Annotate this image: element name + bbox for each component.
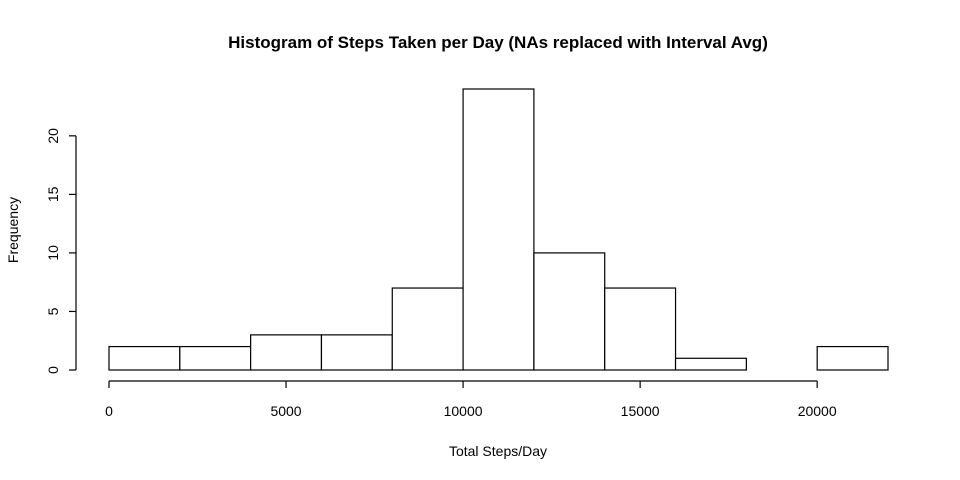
histogram-bar [533, 252, 606, 371]
x-tick-label: 15000 [621, 403, 660, 419]
histogram-bar [250, 334, 323, 371]
y-tick-label: 15 [45, 186, 61, 202]
histogram-bar [320, 334, 393, 371]
x-tick-label: 0 [105, 403, 113, 419]
x-axis: 0 5000 10000 15000 20000 [105, 380, 837, 419]
y-axis: 0 5 10 15 20 [45, 128, 77, 374]
x-tick-label: 10000 [444, 403, 483, 419]
histogram-bar [108, 345, 181, 371]
x-tick-label: 5000 [270, 403, 301, 419]
bars-group [108, 88, 889, 371]
y-tick-label: 0 [45, 366, 61, 374]
histogram-bar [462, 88, 535, 371]
x-tick-label: 20000 [798, 403, 837, 419]
histogram-bar [674, 357, 747, 371]
histogram-bar [604, 287, 677, 371]
histogram-bar [816, 345, 889, 371]
histogram-bar [391, 287, 464, 371]
y-axis-label: Frequency [5, 197, 21, 263]
y-tick-label: 10 [45, 245, 61, 261]
histogram-bar [179, 345, 252, 371]
y-tick-label: 20 [45, 128, 61, 144]
x-axis-label: Total Steps/Day [449, 443, 547, 459]
chart-title: Histogram of Steps Taken per Day (NAs re… [228, 33, 768, 52]
y-tick-label: 5 [45, 307, 61, 315]
